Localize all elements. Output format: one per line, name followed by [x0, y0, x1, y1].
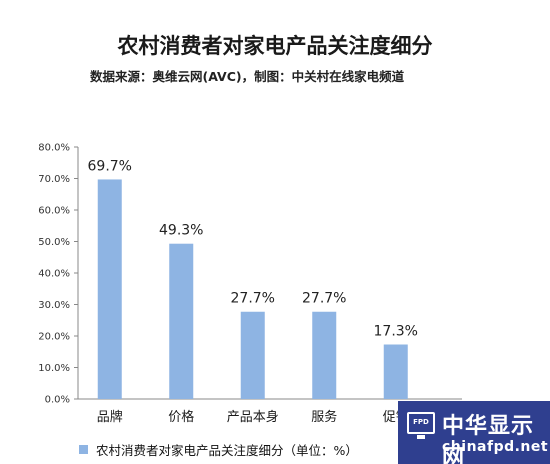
watermark-logo: FPD 中华显示网 chinafpd.net: [398, 401, 550, 464]
y-tick-label: 60.0%: [38, 206, 70, 217]
bar: [312, 311, 337, 399]
bar: [383, 344, 408, 399]
y-tick-label: 10.0%: [38, 363, 70, 374]
bar: [240, 311, 265, 399]
data-label: 17.3%: [374, 324, 418, 340]
y-tick-label: 50.0%: [38, 237, 70, 248]
y-tick-label: 20.0%: [38, 332, 70, 343]
data-label: 69.7%: [88, 158, 132, 174]
category-label: 品牌: [97, 409, 123, 425]
y-axis: 0.0% 10.0% 20.0% 30.0% 40.0% 50.0% 60.0% 70.0% 8…: [38, 143, 462, 406]
y-tick-label: 0.0%: [45, 395, 70, 406]
bar: [169, 243, 194, 399]
y-tick-label: 30.0%: [38, 300, 70, 311]
data-label: 27.7%: [302, 291, 346, 307]
bar: [97, 179, 122, 399]
category-label: 产品本身: [227, 409, 279, 425]
y-tick-label: 80.0%: [38, 143, 70, 154]
monitor-icon: FPD: [407, 412, 435, 434]
legend-swatch: [79, 445, 88, 454]
category-label: 服务: [311, 409, 337, 425]
data-label: 49.3%: [159, 223, 203, 239]
monitor-stand-icon: [417, 435, 425, 439]
y-tick-label: 70.0%: [38, 174, 70, 185]
legend: 农村消费者对家电产品关注度细分（单位：%）: [79, 440, 358, 459]
data-label: 27.7%: [231, 291, 275, 307]
chart-title: 农村消费者对家电产品关注度细分: [117, 34, 433, 58]
legend-label: 农村消费者对家电产品关注度细分（单位：%）: [95, 443, 358, 458]
y-tick-label: 40.0%: [38, 269, 70, 280]
category-labels: 品牌 价格 产品本身 服务 促销: [97, 409, 409, 425]
category-label: 价格: [168, 409, 194, 425]
watermark-cn: 中华显示网: [442, 414, 535, 464]
watermark-en: chinafpd.net: [442, 439, 549, 455]
bars: [97, 179, 408, 399]
chart-subtitle: 数据来源：奥维云网(AVC)，制图：中关村在线家电频道: [90, 69, 405, 84]
data-labels: 69.7% 49.3% 27.7% 27.7% 17.3%: [88, 158, 418, 339]
